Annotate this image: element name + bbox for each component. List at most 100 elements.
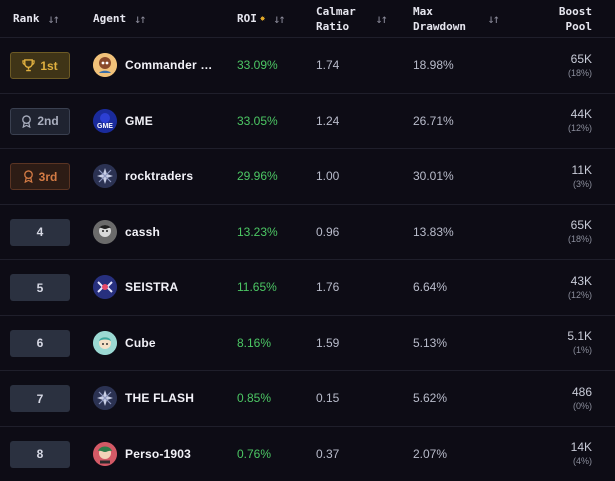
boost-pool-percent: (4%)	[573, 455, 592, 467]
table-row[interactable]: 2nd GME GME 33.05% 1.24 26.71% 44K (12%)	[0, 94, 615, 150]
rank-badge: 8	[10, 441, 70, 468]
boost-pool-amount: 5.1K	[567, 329, 592, 344]
roi-value: 11.65%	[237, 260, 277, 314]
column-header-rank[interactable]: Rank ↓↑	[13, 0, 58, 37]
boost-pool-header-label: Boost Pool	[559, 4, 592, 34]
boost-pool-amount: 44K	[571, 107, 592, 122]
calmar-value: 1.24	[316, 94, 339, 148]
agent-name[interactable]: Cube	[125, 316, 156, 370]
trophy-icon	[22, 59, 35, 72]
avatar	[93, 53, 117, 77]
avatar	[93, 442, 117, 466]
boost-pool-amount: 65K	[571, 218, 592, 233]
max-drawdown-value: 13.83%	[413, 205, 454, 259]
agent-name[interactable]: THE FLASH	[125, 371, 194, 425]
table-row[interactable]: 6 Cube 8.16% 1.59 5.13% 5.1K (1%)	[0, 316, 615, 372]
sort-icon[interactable]: ↓↑	[273, 12, 283, 26]
boost-pool-value: 14K (4%)	[571, 427, 592, 481]
boost-pool-percent: (12%)	[568, 289, 592, 301]
calmar-value: 0.37	[316, 427, 339, 481]
max-drawdown-value: 5.13%	[413, 316, 447, 370]
rank-badge: 2nd	[10, 108, 70, 135]
avatar	[93, 220, 117, 244]
rank-badge: 1st	[10, 52, 70, 79]
roi-value: 0.76%	[237, 427, 271, 481]
column-header-roi[interactable]: ROI ✸ ↓↑	[237, 0, 284, 37]
column-header-calmar-ratio[interactable]: Calmar Ratio ↓↑	[316, 0, 386, 37]
column-header-boost-pool[interactable]: Boost Pool	[559, 0, 592, 37]
boost-pool-value: 44K (12%)	[568, 94, 592, 148]
agent-header-label: Agent	[93, 11, 126, 26]
roi-value: 33.09%	[237, 38, 278, 92]
agent-name[interactable]: GME	[125, 94, 153, 148]
boost-pool-value: 486 (0%)	[572, 371, 592, 425]
roi-header-label: ROI	[237, 11, 257, 26]
boost-pool-value: 65K (18%)	[568, 205, 592, 259]
roi-value: 8.16%	[237, 316, 271, 370]
sort-icon[interactable]: ↓↑	[488, 12, 498, 26]
table-row[interactable]: 3rd rocktraders 29.96% 1.00 30.01% 11K (…	[0, 149, 615, 205]
boost-pool-amount: 14K	[571, 440, 592, 455]
agent-name[interactable]: rocktraders	[125, 149, 193, 203]
rank-badge: 6	[10, 330, 70, 357]
boost-pool-value: 65K (18%)	[568, 38, 592, 92]
boost-pool-percent: (0%)	[573, 400, 592, 412]
max-drawdown-value: 30.01%	[413, 149, 454, 203]
svg-text:GME: GME	[97, 123, 113, 130]
boost-pool-percent: (3%)	[573, 178, 592, 190]
max-drawdown-value: 18.98%	[413, 38, 454, 92]
sort-icon[interactable]: ↓↑	[48, 12, 58, 26]
agent-name[interactable]: Perso-1903	[125, 427, 191, 481]
rank-badge: 3rd	[10, 163, 70, 190]
agent-name[interactable]: SEISTRA	[125, 260, 178, 314]
avatar: GME	[93, 109, 117, 133]
boost-pool-amount: 11K	[572, 163, 592, 178]
calmar-value: 0.15	[316, 371, 339, 425]
roi-value: 0.85%	[237, 371, 271, 425]
rank-badge: 5	[10, 274, 70, 301]
table-row[interactable]: 4 cassh 13.23% 0.96 13.83% 65K (18%)	[0, 205, 615, 261]
column-header-agent[interactable]: Agent ↓↑	[93, 0, 145, 37]
calmar-header-label: Calmar Ratio	[316, 4, 356, 34]
boost-pool-value: 11K (3%)	[572, 149, 592, 203]
calmar-value: 1.76	[316, 260, 339, 314]
table-row[interactable]: 8 Perso-1903 0.76% 0.37 2.07% 14K (4%)	[0, 427, 615, 481]
column-header-max-drawdown[interactable]: Max Drawdown ↓↑	[413, 0, 498, 37]
boost-pool-amount: 43K	[571, 274, 592, 289]
rank-badge: 7	[10, 385, 70, 412]
calmar-value: 0.96	[316, 205, 339, 259]
sort-icon[interactable]: ↓↑	[376, 12, 386, 26]
sort-icon[interactable]: ↓↑	[134, 12, 144, 26]
boost-pool-percent: (12%)	[568, 122, 592, 134]
rank-badge: 4	[10, 219, 70, 246]
avatar	[93, 164, 117, 188]
boost-pool-percent: (18%)	[568, 67, 592, 79]
boost-pool-amount: 486	[572, 385, 592, 400]
max-drawdown-value: 6.64%	[413, 260, 447, 314]
medal-icon	[23, 170, 34, 183]
avatar	[93, 275, 117, 299]
roi-value: 33.05%	[237, 94, 278, 148]
max-drawdown-value: 5.62%	[413, 371, 447, 425]
calmar-value: 1.59	[316, 316, 339, 370]
boost-pool-value: 5.1K (1%)	[567, 316, 592, 370]
max-drawdown-header-label: Max Drawdown	[413, 4, 466, 34]
roi-value: 13.23%	[237, 205, 278, 259]
boost-pool-value: 43K (12%)	[568, 260, 592, 314]
max-drawdown-value: 26.71%	[413, 94, 454, 148]
table-row[interactable]: 7 THE FLASH 0.85% 0.15 5.62% 486 (0%)	[0, 371, 615, 427]
boost-pool-percent: (18%)	[568, 233, 592, 245]
calmar-value: 1.00	[316, 149, 339, 203]
table-row[interactable]: 1st Commander … 33.09% 1.74 18.98% 65K (…	[0, 38, 615, 94]
avatar	[93, 331, 117, 355]
agent-name[interactable]: cassh	[125, 205, 160, 259]
table-header: Rank ↓↑ Agent ↓↑ ROI ✸ ↓↑ Calmar Ratio ↓…	[0, 0, 615, 38]
calmar-value: 1.74	[316, 38, 339, 92]
rank-header-label: Rank	[13, 11, 40, 26]
max-drawdown-value: 2.07%	[413, 427, 447, 481]
agent-name[interactable]: Commander …	[125, 38, 213, 92]
table-row[interactable]: 5 SEISTRA 11.65% 1.76 6.64% 43K (12%)	[0, 260, 615, 316]
boost-pool-amount: 65K	[571, 52, 592, 67]
roi-value: 29.96%	[237, 149, 278, 203]
